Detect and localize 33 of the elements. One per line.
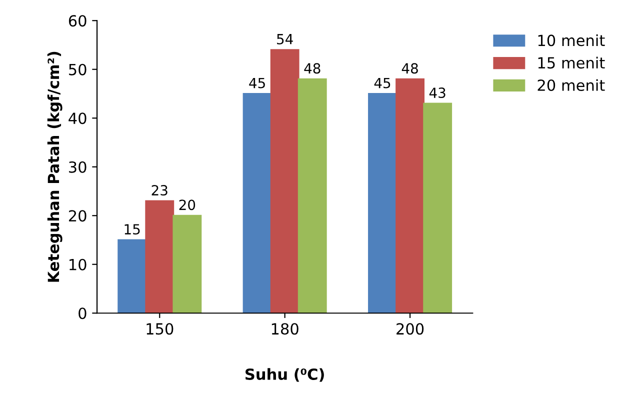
data-label: 23 bbox=[152, 185, 168, 196]
y-tick-label: 10 bbox=[70, 258, 86, 270]
y-axis-title: Keteguhan Patah (kgf/cm²) bbox=[47, 52, 62, 282]
bar bbox=[172, 214, 202, 314]
bar bbox=[118, 239, 147, 314]
legend-label: 15 menit bbox=[538, 56, 605, 69]
bar bbox=[423, 102, 452, 314]
bar bbox=[298, 78, 327, 314]
bar bbox=[270, 49, 300, 314]
data-label: 15 bbox=[124, 224, 140, 235]
y-tick-label: 40 bbox=[68, 112, 86, 124]
x-axis-title: Suhu (⁰C) bbox=[246, 368, 324, 382]
y-tick-label: 50 bbox=[69, 64, 86, 76]
legend-label: 20 menit bbox=[538, 79, 605, 92]
bar bbox=[368, 93, 397, 314]
x-tick-label: 180 bbox=[272, 323, 298, 335]
data-label: 48 bbox=[402, 63, 418, 74]
bar bbox=[145, 200, 174, 314]
y-tick-label: 60 bbox=[68, 15, 86, 27]
data-label: 45 bbox=[374, 78, 390, 88]
data-label: 45 bbox=[249, 78, 265, 88]
legend-label: 10 menit bbox=[538, 34, 605, 46]
data-label: 54 bbox=[277, 34, 293, 44]
x-tick-label: 150 bbox=[146, 323, 174, 335]
x-tick-label: 200 bbox=[396, 323, 424, 335]
y-tick-label: 0 bbox=[78, 308, 86, 320]
y-tick-label: 30 bbox=[69, 161, 86, 173]
data-label: 43 bbox=[429, 88, 446, 98]
bar bbox=[396, 78, 424, 314]
data-label: 48 bbox=[304, 63, 320, 74]
data-label: 20 bbox=[179, 200, 196, 210]
bar bbox=[242, 93, 272, 314]
y-tick-label: 20 bbox=[68, 210, 86, 222]
